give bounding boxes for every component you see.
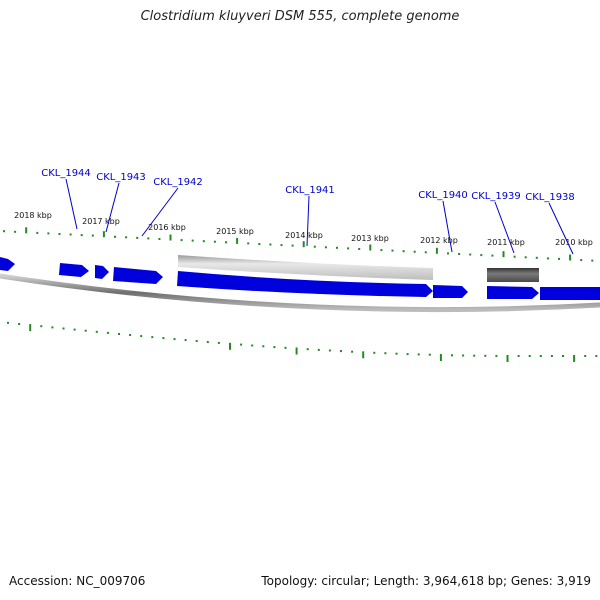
pseudo-feature-dark [487,268,539,282]
accession-text: Accession: NC_009706 [9,574,146,588]
gene-label[interactable]: CKL_1942 [153,177,203,188]
gene-arrow [177,271,433,297]
gene-label[interactable]: CKL_1941 [285,185,335,196]
kbp-label: 2014 kbp [285,231,323,240]
gene-leader-line [442,200,453,253]
genome-summary-text: Topology: circular; Length: 3,964,618 bp… [261,574,591,588]
kbp-scale-labels: 2018 kbp 2017 kbp 2016 kbp 2015 kbp 2014 kbp… [14,211,593,247]
kbp-label: 2018 kbp [14,211,52,220]
gene-leader-line [141,187,179,237]
tick-row-upper [3,227,594,262]
kbp-label: 2013 kbp [351,234,389,243]
gene-arrows [0,257,600,300]
gene-leader-line [494,201,515,254]
gene-labels: CKL_1944 CKL_1943 CKL_1942 CKL_1941 CKL_1940… [41,168,575,255]
gene-arrow [487,286,539,299]
genome-title: Clostridium kluyveri DSM 555, complete g… [140,9,460,24]
gene-arrow [59,263,89,277]
gene-leader-line [65,178,78,230]
gene-arrow [0,257,15,271]
kbp-label: 2016 kbp [148,223,186,232]
gene-arrow [540,287,600,300]
genome-backbone [0,273,600,313]
kbp-label: 2015 kbp [216,227,254,236]
gene-leader-line [306,195,310,247]
gene-label[interactable]: CKL_1944 [41,168,91,179]
gene-arrow [433,285,468,298]
pseudo-feature-light [178,255,433,280]
gene-arrow [113,267,163,284]
kbp-label: 2011 kbp [487,238,525,247]
tick-row-lower [7,321,598,362]
gene-label[interactable]: CKL_1938 [525,192,575,203]
gene-label[interactable]: CKL_1943 [96,172,146,183]
gene-label[interactable]: CKL_1939 [471,191,521,202]
gene-label[interactable]: CKL_1940 [418,190,468,201]
kbp-label: 2010 kbp [555,238,593,247]
kbp-label: 2012 kbp [420,236,458,245]
gene-leader-line [105,182,120,233]
gene-arrow [95,265,109,279]
kbp-label: 2017 kbp [82,217,120,226]
gene-leader-line [548,202,574,255]
